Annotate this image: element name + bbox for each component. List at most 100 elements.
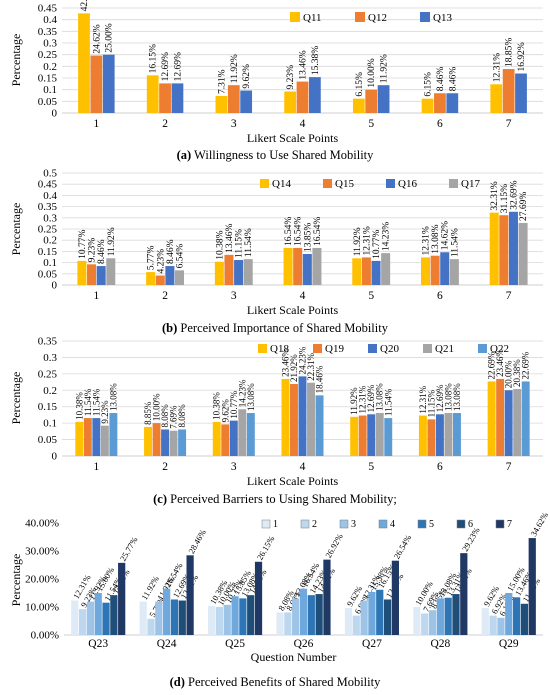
legend-entry-Q20: Q20 (380, 343, 399, 355)
x-tick-label: 1 (93, 461, 99, 473)
caption-letter: (b) (162, 321, 177, 335)
bar-7-Q29 (528, 538, 536, 635)
bar-Q11-4 (284, 91, 297, 113)
legend-entry-2: 2 (312, 519, 317, 530)
x-tick-label: 7 (506, 118, 512, 130)
x-tick-label: Q25 (225, 638, 245, 650)
bar-Q21-2 (169, 430, 178, 456)
bar-6-Q24 (178, 600, 186, 635)
data-label: 10.38% (74, 392, 84, 420)
data-label: 10.38% (215, 230, 225, 259)
data-label: 9.23% (100, 400, 110, 424)
bar-Q19-3 (221, 424, 230, 456)
y-tick-label: 0.1 (43, 418, 57, 430)
data-label: 8.46% (448, 67, 458, 92)
legend-entry-4: 4 (390, 519, 395, 530)
data-label: 32.31% (490, 181, 500, 210)
legend-swatch-Q13 (420, 12, 430, 22)
legend-swatch-5 (417, 519, 427, 529)
bar-Q11-1 (78, 13, 90, 114)
bar-6-Q26 (315, 594, 323, 635)
caption-text: Perceived Benefits of Shared Mobility (185, 675, 381, 689)
bar-Q15-1 (87, 264, 97, 285)
bar-Q12-5 (365, 89, 378, 113)
x-tick-label: 1 (93, 118, 99, 130)
bar-2-Q26 (284, 612, 292, 635)
data-label: 16.15% (149, 44, 159, 73)
data-label: 14.62% (441, 221, 451, 250)
bar-Q21-3 (238, 409, 247, 456)
bar-Q18-7 (487, 381, 496, 456)
legend-swatch-Q14 (260, 179, 269, 188)
legend-swatch-7 (495, 519, 505, 529)
y-tick-label: 0.15 (38, 73, 58, 85)
caption-text: Perceived Barriers to Using Shared Mobil… (167, 492, 397, 506)
data-label: 7.31% (217, 69, 227, 94)
data-label: 8.46% (436, 67, 446, 92)
y-tick-label: 0.1 (43, 84, 57, 96)
legend-swatch-4 (378, 519, 388, 529)
y-tick-label: 30.00% (25, 546, 59, 558)
bar-5-Q23 (102, 602, 110, 635)
bar-3-Q28 (428, 610, 437, 635)
legend: 1 2 3 4 5 6 7 (261, 519, 512, 530)
legend-entry-5: 5 (429, 519, 434, 530)
bar-Q20-6 (435, 414, 444, 456)
data-label: 11.54% (450, 228, 460, 257)
data-label: 26.92% (323, 532, 345, 560)
y-tick-label: 0.25 (38, 368, 58, 380)
y-tick-label: 0.00% (31, 630, 59, 642)
bar-5-Q29 (512, 597, 521, 635)
data-label: 7.69% (169, 405, 179, 429)
bar-Q14-6 (420, 257, 431, 285)
bar-Q13-7 (515, 73, 527, 113)
bar-Q14-2 (146, 272, 156, 285)
data-label: 22.69% (487, 351, 497, 379)
y-tick-label: 0.05 (38, 96, 58, 108)
bar-Q19-1 (83, 418, 92, 456)
bar-2-Q29 (489, 615, 497, 635)
bar-Q22-2 (178, 429, 187, 456)
y-tick-label: 0 (52, 280, 58, 292)
bar-Q17-7 (518, 222, 528, 285)
data-label: 12.31% (492, 53, 502, 82)
data-label: 11.92% (380, 54, 390, 83)
bar-Q13-1 (102, 54, 115, 113)
data-label: 22.31% (306, 352, 316, 380)
bar-Q13-3 (240, 90, 253, 113)
bar-Q14-5 (352, 258, 362, 285)
data-label: 11.92% (349, 387, 359, 415)
bar-7-Q23 (118, 562, 126, 635)
y-tick-label: 0.35 (38, 336, 58, 348)
y-tick-label: 0.2 (43, 61, 57, 73)
bar-1-Q26 (276, 612, 284, 635)
bar-Q16-1 (96, 266, 106, 285)
bar-Q16-7 (508, 211, 518, 285)
y-tick-label: 0.45 (38, 179, 58, 191)
bar-Q21-6 (444, 413, 453, 456)
bar-Q16-2 (165, 266, 175, 285)
y-axis-label: Percentage (9, 554, 23, 607)
legend-entry-6: 6 (468, 519, 473, 530)
y-tick-label: 0.25 (38, 49, 58, 61)
bar-7-Q24 (186, 555, 194, 635)
y-tick-label: 0.05 (38, 268, 58, 280)
bar-5-Q24 (170, 599, 179, 635)
data-label: 13.08% (375, 383, 385, 411)
bar-Q15-2 (155, 275, 165, 285)
bar-6-Q27 (383, 599, 392, 635)
bar-Q22-1 (109, 413, 118, 456)
data-label: 8.46% (166, 239, 176, 264)
bar-Q19-2 (152, 423, 161, 456)
x-tick-label: 5 (368, 118, 374, 130)
bar-Q20-5 (367, 414, 376, 456)
bar-1-Q24 (139, 601, 147, 635)
data-label: 31.15% (500, 184, 510, 213)
x-axis-label: Likert Scale Points (247, 303, 339, 317)
x-axis-label: Likert Scale Points (247, 131, 339, 145)
data-label: 13.08% (246, 383, 256, 411)
panel-caption: (d) Perceived Benefits of Shared Mobilit… (170, 675, 381, 689)
bar-Q13-5 (377, 85, 390, 113)
caption-letter: (d) (170, 675, 185, 689)
bar-Q16-4 (302, 253, 312, 285)
